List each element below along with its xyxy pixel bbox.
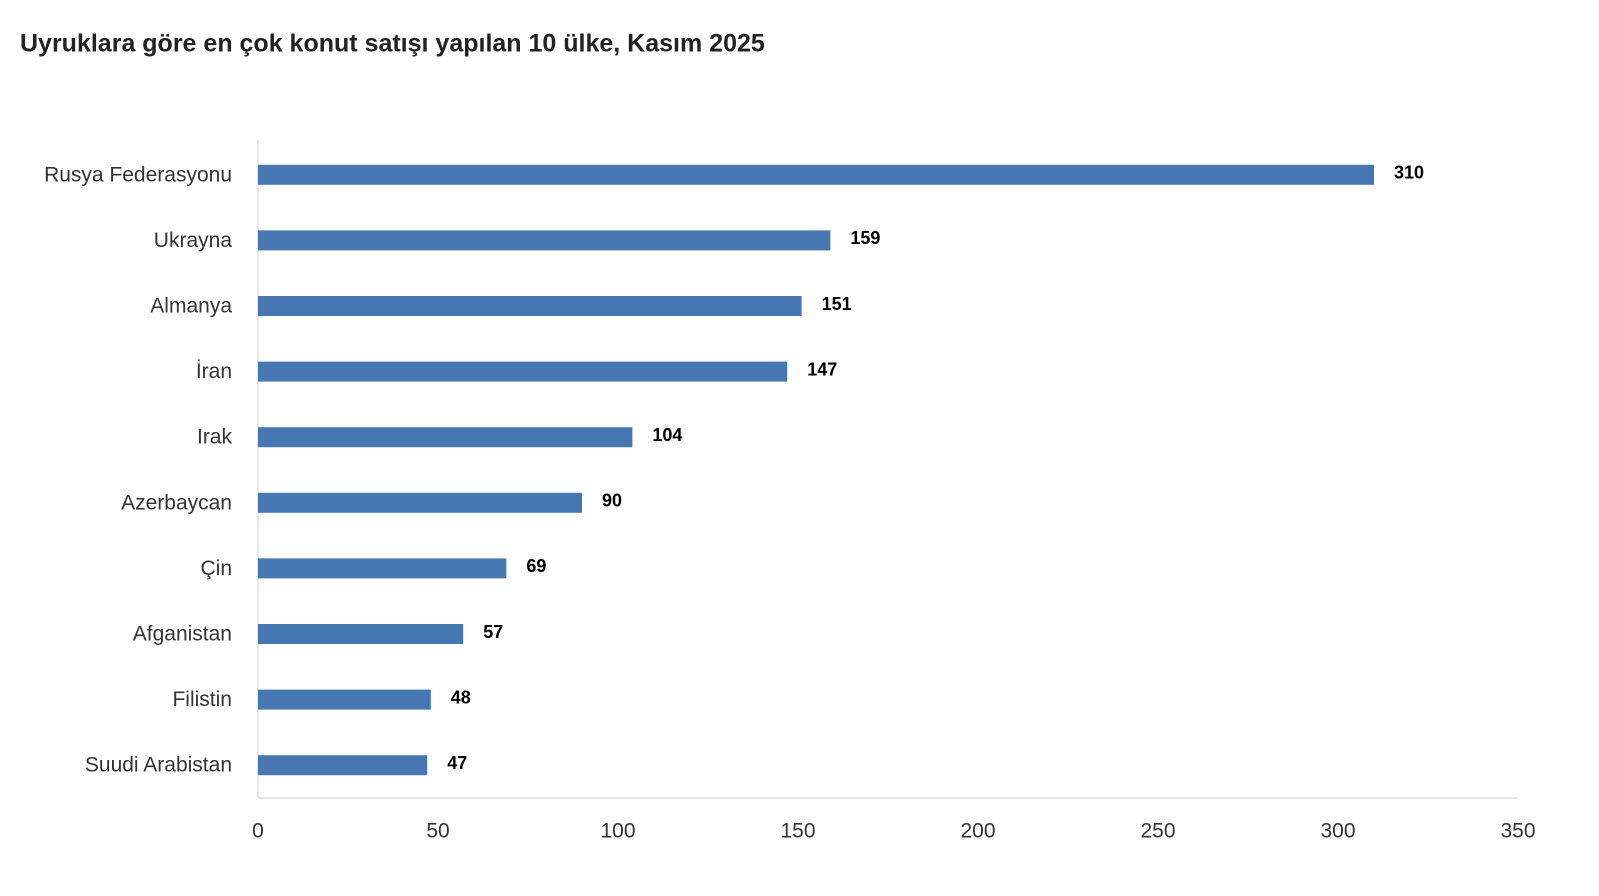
value-label: 151: [822, 294, 852, 314]
value-label: 147: [807, 359, 837, 379]
bar: [258, 296, 802, 316]
x-tick-label: 300: [1320, 820, 1355, 843]
bar: [258, 427, 633, 448]
x-tick-label: 200: [960, 820, 995, 843]
bar: [258, 361, 788, 382]
value-label: 159: [850, 228, 880, 248]
bar: [258, 689, 431, 710]
value-label: 48: [451, 687, 471, 707]
y-tick-label: Çin: [200, 557, 232, 580]
bar: [258, 558, 507, 579]
y-tick-label: Azerbaycan: [121, 491, 232, 514]
y-tick-label: Suudi Arabistan: [85, 754, 232, 777]
x-tick-label: 0: [252, 820, 264, 843]
x-tick-label: 350: [1500, 820, 1535, 843]
value-label: 104: [652, 425, 682, 445]
y-tick-label: Afganistan: [133, 623, 232, 646]
y-tick-label: Almanya: [150, 295, 232, 318]
bar: [258, 755, 428, 776]
chart-title: Uyruklara göre en çok konut satışı yapıl…: [20, 30, 765, 58]
x-tick-label: 50: [426, 820, 449, 843]
y-tick-label: İran: [196, 360, 232, 383]
value-label: 69: [526, 556, 546, 576]
y-tick-label: Rusya Federasyonu: [44, 163, 232, 186]
value-label: 90: [602, 491, 622, 511]
y-tick-label: Irak: [197, 426, 233, 449]
y-tick-label: Ukrayna: [154, 229, 233, 252]
bar: [258, 230, 831, 251]
x-tick-label: 100: [600, 820, 635, 843]
bar: [258, 492, 582, 513]
x-tick-label: 250: [1140, 820, 1175, 843]
x-tick-label: 150: [780, 820, 815, 843]
value-label: 47: [447, 753, 467, 773]
value-label: 57: [483, 622, 503, 642]
bar: [258, 624, 464, 644]
value-label: 310: [1394, 163, 1424, 183]
bar: [258, 164, 1374, 185]
y-tick-label: Filistin: [172, 688, 232, 711]
